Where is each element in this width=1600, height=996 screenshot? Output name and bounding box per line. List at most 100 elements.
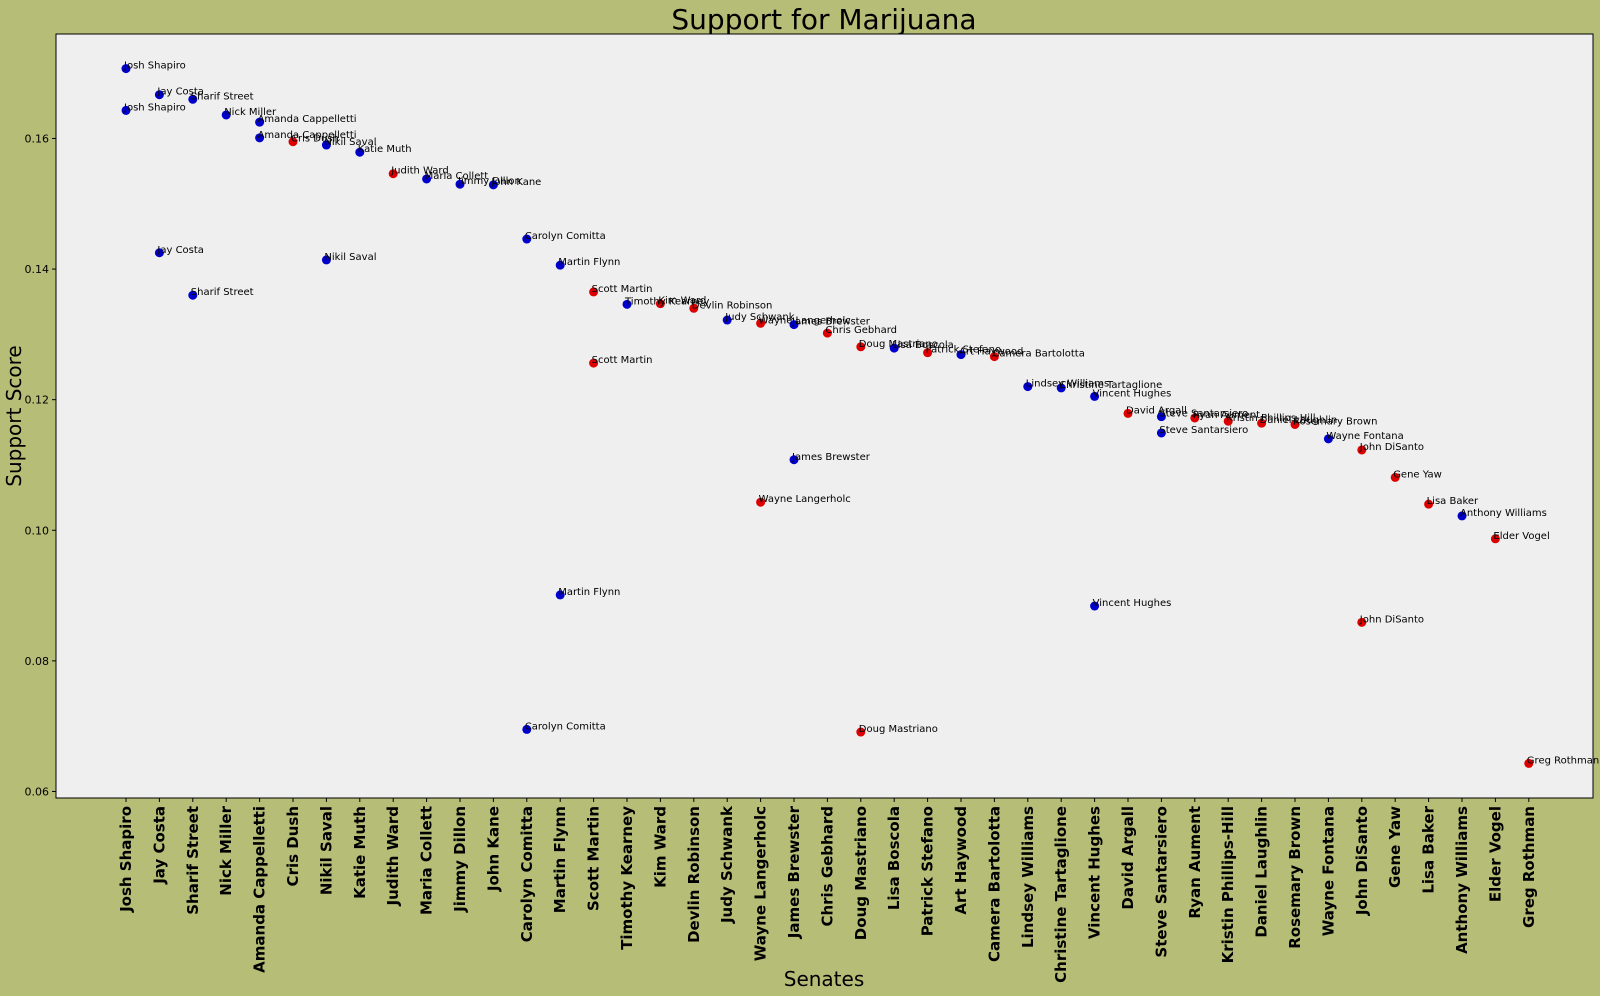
- point-label: Carolyn Comitta: [525, 231, 606, 242]
- point-label: Lisa Baker: [1427, 496, 1479, 507]
- point-label: James Brewster: [791, 452, 871, 463]
- data-point: [1090, 601, 1100, 611]
- data-point: [154, 248, 164, 258]
- data-point: [154, 90, 164, 100]
- point-label: Nikil Saval: [324, 137, 376, 148]
- x-tick-label: Greg Rothman: [1520, 806, 1538, 928]
- point-label: Steve Santarsiero: [1159, 425, 1248, 436]
- x-tick-label: Camera Bartolotta: [985, 806, 1003, 962]
- data-point: [455, 179, 465, 189]
- y-axis: 0.06 0.08 0.10 0.12 0.14 0.16: [25, 132, 56, 798]
- x-tick-label: Cris Dush: [284, 806, 302, 886]
- data-point: [689, 303, 699, 313]
- point-label: Ryan Aument: [1193, 410, 1260, 421]
- x-tick-label: Ryan Aument: [1186, 806, 1204, 919]
- x-tick-label: Kim Ward: [651, 806, 669, 888]
- data-point: [355, 147, 365, 157]
- data-point: [121, 64, 131, 74]
- x-tick-label: Devlin Robinson: [685, 806, 703, 943]
- data-point: [1390, 472, 1400, 482]
- x-tick-label: Josh Shapiro: [117, 806, 135, 913]
- data-point: [255, 117, 265, 127]
- point-label: Nikil Saval: [324, 252, 376, 263]
- point-label: Greg Rothman: [1527, 755, 1599, 766]
- x-tick-label: Chris Gebhard: [818, 806, 836, 927]
- data-point: [956, 350, 966, 360]
- point-label: Steve Santarsiero: [1159, 409, 1248, 420]
- data-point: [121, 105, 131, 115]
- x-tick-label: Elder Vogel: [1486, 806, 1504, 902]
- point-label: Maria Collett: [425, 171, 489, 182]
- x-tick-label: Katie Muth: [351, 806, 369, 899]
- x-tick-label: Kristin Phillips-Hill: [1219, 806, 1237, 963]
- point-label: Kim Ward: [658, 296, 706, 307]
- data-point: [1290, 419, 1300, 429]
- point-label: Amanda Cappelletti: [258, 130, 357, 141]
- x-tick-label: Wayne Fontana: [1319, 806, 1337, 936]
- point-label: Scott Martin: [592, 355, 653, 366]
- x-tick-label: Scott Martin: [585, 806, 603, 911]
- point-labels: Josh Shapiro Josh Shapiro Jay Costa Jay Cos…: [123, 61, 1599, 767]
- data-point: [856, 342, 866, 352]
- point-label: Martin Flynn: [558, 257, 620, 268]
- data-point: [188, 94, 198, 104]
- x-tick-label: Anthony Williams: [1453, 806, 1471, 954]
- point-label: Katie Muth: [358, 144, 412, 155]
- x-tick-label: Lindsey Williams: [1019, 806, 1037, 948]
- data-point: [388, 169, 398, 179]
- x-tick-label: Nick Miller: [217, 805, 235, 895]
- x-tick-label: Timothy Kearney: [618, 806, 636, 950]
- data-point: [1323, 434, 1333, 444]
- point-label: Chris Gebhard: [825, 325, 897, 336]
- point-label: John Kane: [490, 177, 541, 188]
- point-label: John DiSanto: [1359, 442, 1424, 453]
- x-tick-label: Patrick Stefano: [919, 806, 937, 936]
- plot-area: [55, 33, 1594, 799]
- x-tick-label: Jay Costa: [150, 806, 168, 885]
- point-label: Gene Yaw: [1393, 469, 1442, 480]
- point-label: Josh Shapiro: [123, 61, 186, 72]
- data-point: [321, 255, 331, 265]
- point-label: Jay Costa: [156, 245, 204, 256]
- data-point: [1357, 617, 1367, 627]
- x-tick-label: Judith Ward: [384, 806, 402, 906]
- data-point: [1424, 499, 1434, 509]
- data-point: [589, 358, 599, 368]
- x-tick-label: Art Haywood: [952, 806, 970, 915]
- x-tick-label: Steve Santarsiero: [1152, 806, 1170, 958]
- point-label: Rosemary Brown: [1293, 416, 1377, 427]
- point-label: Sharif Street: [191, 91, 254, 102]
- data-point: [789, 320, 799, 330]
- y-tick-label: 0.10: [25, 524, 50, 537]
- data-point: [756, 318, 766, 328]
- data-point: [989, 352, 999, 362]
- point-label: Patrick Stefano: [926, 345, 1002, 356]
- data-point: [655, 299, 665, 309]
- data-point: [1457, 511, 1467, 521]
- y-axis-label: Support Score: [2, 345, 26, 486]
- data-point: [1090, 391, 1100, 401]
- data-point: [488, 180, 498, 190]
- data-point: [1357, 445, 1367, 455]
- point-label: Doug Mastriano: [859, 724, 938, 735]
- point-label: Lisa Boscola: [892, 340, 954, 351]
- data-point: [889, 343, 899, 353]
- data-point: [822, 328, 832, 338]
- y-tick-label: 0.16: [25, 132, 50, 145]
- x-tick-label: Wayne Langerholc: [752, 806, 770, 961]
- point-label: Anthony Williams: [1460, 508, 1547, 519]
- x-axis-label: Senates: [784, 967, 865, 991]
- point-label: Camera Bartolotta: [992, 349, 1084, 360]
- point-label: Josh Shapiro: [123, 102, 186, 113]
- x-tick-label: Christine Tartaglione: [1052, 806, 1070, 983]
- point-label: Devlin Robinson: [692, 300, 773, 311]
- point-label: Christine Tartaglione: [1059, 380, 1162, 391]
- x-tick-label: Martin Flynn: [551, 806, 569, 913]
- point-label: Daniel Laughlin: [1260, 415, 1338, 426]
- data-point: [856, 727, 866, 737]
- data-point: [722, 315, 732, 325]
- point-label: Nick Miller: [224, 107, 277, 118]
- point-label: Amanda Cappelletti: [258, 114, 357, 125]
- point-label: Scott Martin: [592, 284, 653, 295]
